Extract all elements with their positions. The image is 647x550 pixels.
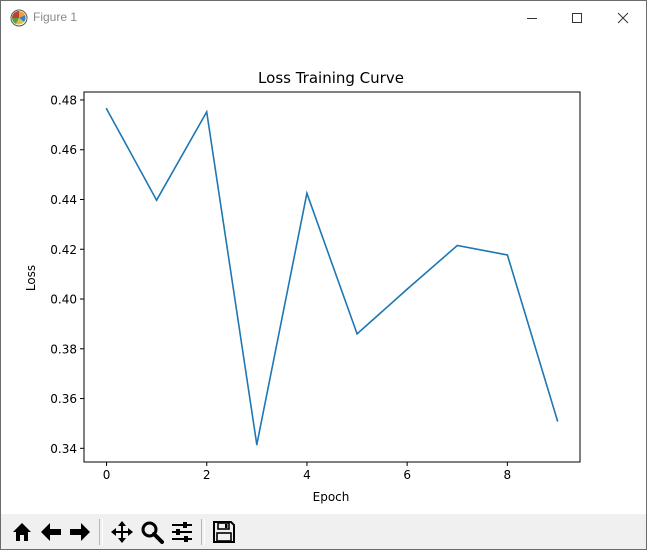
title-bar[interactable]: Figure 1 — [1, 1, 646, 34]
plot-frame — [83, 91, 581, 463]
minimize-icon — [527, 17, 537, 19]
home-icon — [12, 522, 31, 541]
x-tick-label: 4 — [303, 468, 311, 482]
y-tick-label: 0.46 — [50, 143, 77, 157]
data-point — [456, 244, 459, 247]
chart-title: Loss Training Curve — [258, 69, 404, 87]
data-point — [256, 443, 258, 446]
sliders-icon — [171, 521, 192, 542]
data-point — [155, 199, 158, 202]
navigation-toolbar — [1, 514, 646, 549]
subplots-button[interactable] — [168, 518, 195, 545]
y-tick-label: 0.34 — [50, 442, 77, 456]
maximize-button[interactable] — [554, 1, 600, 34]
minimize-button[interactable] — [509, 1, 555, 34]
figure-canvas[interactable]: Loss Training Curve Epoch Loss 0 2 4 6 8 0.34… — [1, 34, 646, 514]
move-icon — [110, 520, 133, 543]
y-tick-label: 0.42 — [50, 243, 77, 257]
y-tick-label: 0.44 — [50, 193, 77, 207]
data-point — [306, 192, 308, 195]
pan-button[interactable] — [108, 518, 135, 545]
loss-series-line — [105, 108, 559, 445]
save-button[interactable] — [210, 518, 237, 545]
matplotlib-logo-icon — [10, 9, 28, 27]
data-point — [105, 107, 108, 110]
y-tick-label: 0.48 — [50, 93, 77, 107]
y-axis-label: Loss — [24, 265, 38, 291]
y-tick-label: 0.36 — [50, 392, 77, 406]
x-axis-label: Epoch — [313, 490, 350, 504]
y-tick-label: 0.38 — [50, 342, 77, 356]
back-button[interactable] — [37, 518, 64, 545]
data-point — [205, 111, 208, 113]
line-chart: Loss Training Curve Epoch Loss 0 2 4 6 8 0.34… — [24, 69, 581, 504]
y-tick-label: 0.40 — [50, 293, 77, 307]
x-tick-label: 0 — [103, 468, 111, 482]
x-tick-label: 6 — [403, 468, 411, 482]
forward-button[interactable] — [66, 518, 93, 545]
maximize-icon — [572, 12, 582, 23]
toolbar-separator — [99, 519, 103, 545]
data-point — [356, 333, 358, 335]
home-button[interactable] — [8, 518, 35, 545]
arrow-left-icon — [40, 522, 61, 541]
x-tick-label: 2 — [203, 468, 211, 482]
zoom-button[interactable] — [138, 518, 165, 545]
toolbar-separator — [201, 519, 205, 545]
arrow-right-icon — [69, 522, 90, 541]
x-tick-label: 8 — [504, 468, 512, 482]
data-point — [406, 288, 408, 290]
window-title: Figure 1 — [33, 10, 78, 24]
close-icon — [617, 12, 629, 23]
floppy-disk-icon — [212, 520, 235, 543]
close-button[interactable] — [600, 1, 646, 34]
data-point — [506, 254, 509, 256]
data-point — [556, 420, 559, 422]
magnifier-icon — [141, 521, 164, 544]
